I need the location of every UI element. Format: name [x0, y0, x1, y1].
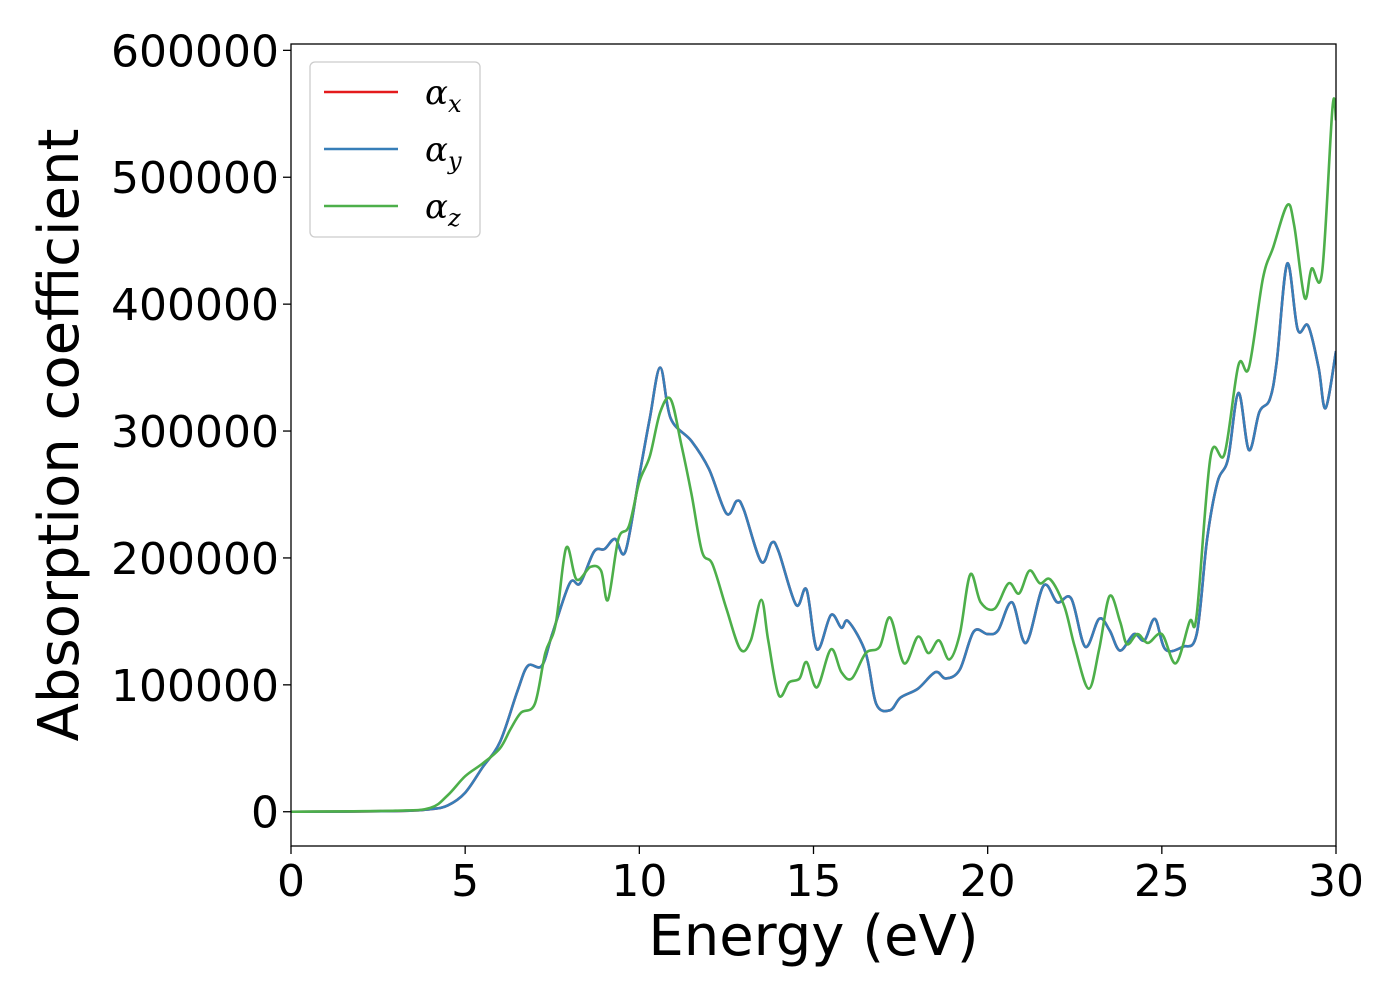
series-line-alpha-x	[291, 262, 1336, 814]
y-tick-label: 100000	[111, 661, 279, 712]
axis-ticks: 0 5 10 15 20 25 30 0 100000 200000 300000 400000 500…	[111, 26, 1364, 907]
y-tick-label: 200000	[111, 534, 279, 585]
y-axis-label: Absorption coefficient	[27, 129, 92, 742]
x-tick-label: 10	[611, 856, 667, 907]
legend-label-alpha-y: αy	[425, 130, 462, 175]
x-tick-label: 30	[1308, 856, 1364, 907]
x-tick-label: 5	[451, 856, 479, 907]
plot-area	[291, 97, 1336, 814]
y-tick-label: 500000	[111, 153, 279, 204]
y-tick-label: 300000	[111, 407, 279, 458]
x-axis-label: Energy (eV)	[648, 904, 978, 969]
x-tick-label: 20	[960, 856, 1016, 907]
x-tick-label: 0	[277, 856, 305, 907]
legend-label-alpha-x: αx	[425, 73, 462, 118]
y-tick-label: 0	[251, 788, 279, 839]
legend-label-alpha-z: αz	[425, 187, 461, 232]
plot-frame	[290, 43, 1337, 847]
series-line-alpha-z	[291, 97, 1336, 814]
legend: αx αy αz	[309, 61, 481, 238]
x-tick-label: 25	[1134, 856, 1190, 907]
series-line-alpha-y	[291, 262, 1336, 814]
x-tick-label: 15	[786, 856, 842, 907]
y-tick-label: 600000	[111, 26, 279, 77]
y-tick-label: 400000	[111, 280, 279, 331]
